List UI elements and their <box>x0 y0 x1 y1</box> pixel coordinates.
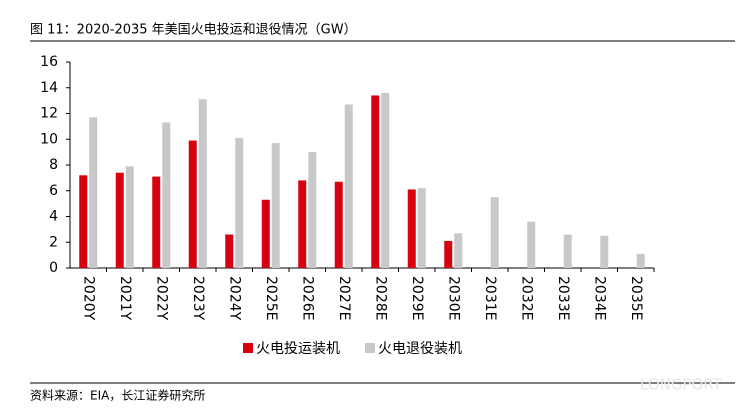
x-tick-label: 2025E <box>263 276 279 320</box>
bar <box>162 122 171 268</box>
y-tick-label: 8 <box>49 157 58 173</box>
x-tick-label: 2022Y <box>153 276 169 321</box>
x-tick-label: 2034E <box>591 276 607 320</box>
x-tick-label: 2032E <box>518 276 534 320</box>
x-tick-label: 2023Y <box>190 276 206 321</box>
bar <box>79 175 88 268</box>
bar <box>188 140 197 268</box>
x-tick-label: 2026E <box>299 276 315 320</box>
bar <box>444 240 453 268</box>
bar <box>235 137 244 268</box>
y-tick-label: 16 <box>40 54 58 70</box>
bar <box>344 104 353 268</box>
bar <box>125 166 134 268</box>
x-tick-label: 2029E <box>409 276 425 320</box>
x-tick-label: 2033E <box>555 276 571 320</box>
bar <box>261 199 270 268</box>
legend-label: 火电投运装机 <box>256 341 340 357</box>
bar <box>271 143 280 268</box>
bar <box>417 188 426 268</box>
bar <box>600 235 609 268</box>
bar <box>308 152 317 268</box>
bar <box>371 95 380 268</box>
y-tick-label: 12 <box>40 106 58 122</box>
y-tick-label: 0 <box>49 260 58 276</box>
y-tick-label: 6 <box>49 183 58 199</box>
chart-title: 图 11：2020-2035 年美国火电投运和退役情况（GW） <box>30 22 357 38</box>
legend-swatch <box>365 343 375 353</box>
x-tick-label: 2035E <box>628 276 644 320</box>
bar <box>407 189 416 268</box>
x-tick-label: 2031E <box>482 276 498 320</box>
bar <box>454 233 463 268</box>
bar <box>225 234 234 268</box>
bar <box>527 221 536 268</box>
legend-label: 火电退役装机 <box>378 341 462 357</box>
legend-swatch <box>243 343 253 353</box>
bar <box>334 181 343 268</box>
bar <box>636 253 645 268</box>
watermark: LONGPORT <box>640 376 723 394</box>
bar <box>381 92 390 269</box>
source-note: 资料来源：EIA，长江证券研究所 <box>30 388 205 403</box>
x-tick-label: 2024Y <box>226 276 242 321</box>
bar <box>152 176 161 268</box>
y-tick-label: 4 <box>49 209 58 225</box>
bar <box>298 180 307 268</box>
x-tick-label: 2020Y <box>80 276 96 321</box>
x-tick-label: 2028E <box>372 276 388 320</box>
bar <box>198 99 207 269</box>
y-tick-label: 10 <box>40 131 58 147</box>
x-tick-label: 2027E <box>336 276 352 320</box>
bar <box>490 197 499 268</box>
y-tick-label: 14 <box>40 80 58 96</box>
bar <box>563 234 572 268</box>
y-tick-label: 2 <box>49 234 58 250</box>
x-tick-label: 2030E <box>445 276 461 320</box>
bar <box>89 117 98 268</box>
bar <box>115 172 124 268</box>
x-tick-label: 2021Y <box>117 276 133 321</box>
